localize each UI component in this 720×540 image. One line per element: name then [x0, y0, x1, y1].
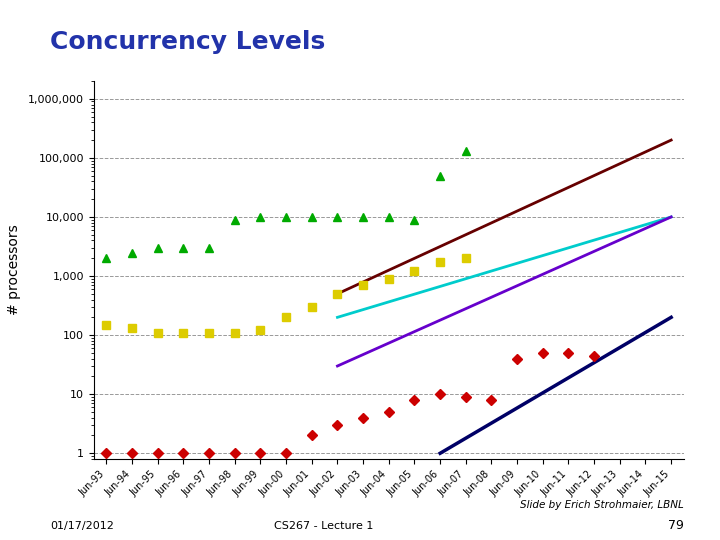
Text: CS267 - Lecture 1: CS267 - Lecture 1 [274, 521, 374, 531]
Text: Slide by Erich Strohmaier, LBNL: Slide by Erich Strohmaier, LBNL [521, 500, 684, 510]
Y-axis label: # processors: # processors [7, 225, 21, 315]
Text: 79: 79 [668, 519, 684, 532]
Text: Concurrency Levels: Concurrency Levels [50, 30, 325, 53]
Text: 01/17/2012: 01/17/2012 [50, 521, 114, 531]
